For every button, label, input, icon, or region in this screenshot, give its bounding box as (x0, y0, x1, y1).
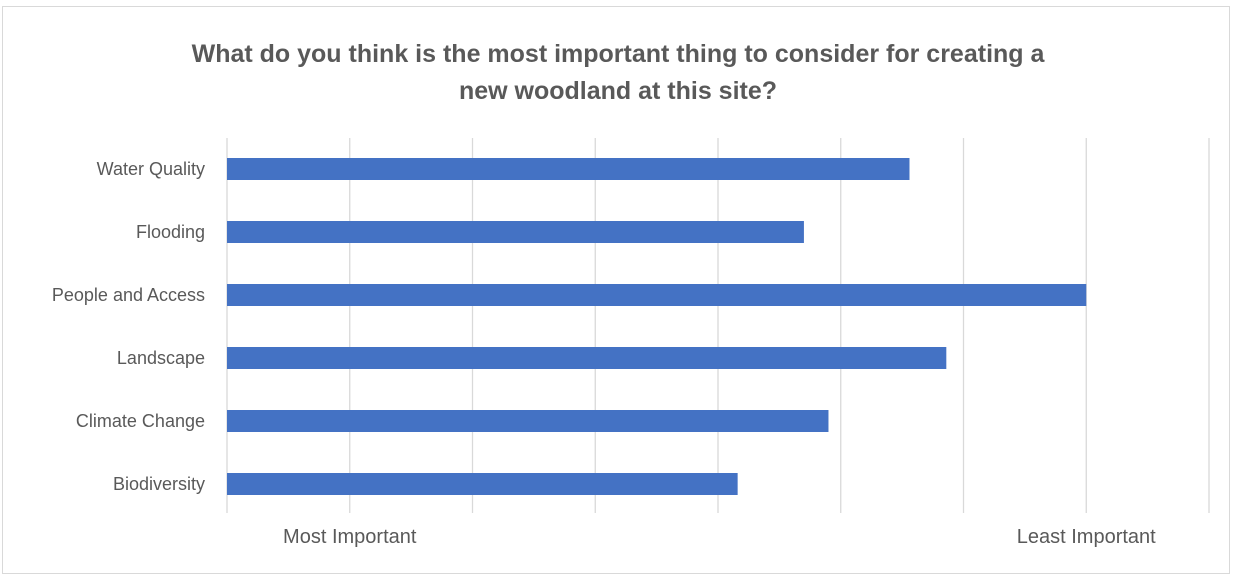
category-label: Climate Change (76, 411, 205, 431)
category-label: People and Access (52, 285, 205, 305)
bars (227, 158, 1087, 495)
bar (227, 410, 829, 432)
x-tick-labels: Most Important Least Important (283, 526, 1156, 548)
chart-title: What do you think is the most important … (0, 36, 1236, 110)
x-tick-label: Most Important (283, 526, 417, 548)
bar (227, 158, 910, 180)
category-labels: Water Quality Flooding People and Access La… (52, 159, 205, 494)
category-label: Biodiversity (113, 474, 205, 494)
bar (227, 221, 804, 243)
category-label: Landscape (117, 348, 205, 368)
chart-title-line-2: new woodland at this site? (458, 77, 778, 105)
chart-title-line-1: What do you think is the most important … (191, 40, 1045, 68)
bar (227, 284, 1087, 306)
x-tick-label: Least Important (1017, 526, 1156, 548)
category-label: Flooding (136, 222, 205, 242)
gridlines (226, 138, 1210, 513)
bar (227, 473, 738, 495)
bar (227, 347, 947, 369)
category-label: Water Quality (97, 159, 205, 179)
